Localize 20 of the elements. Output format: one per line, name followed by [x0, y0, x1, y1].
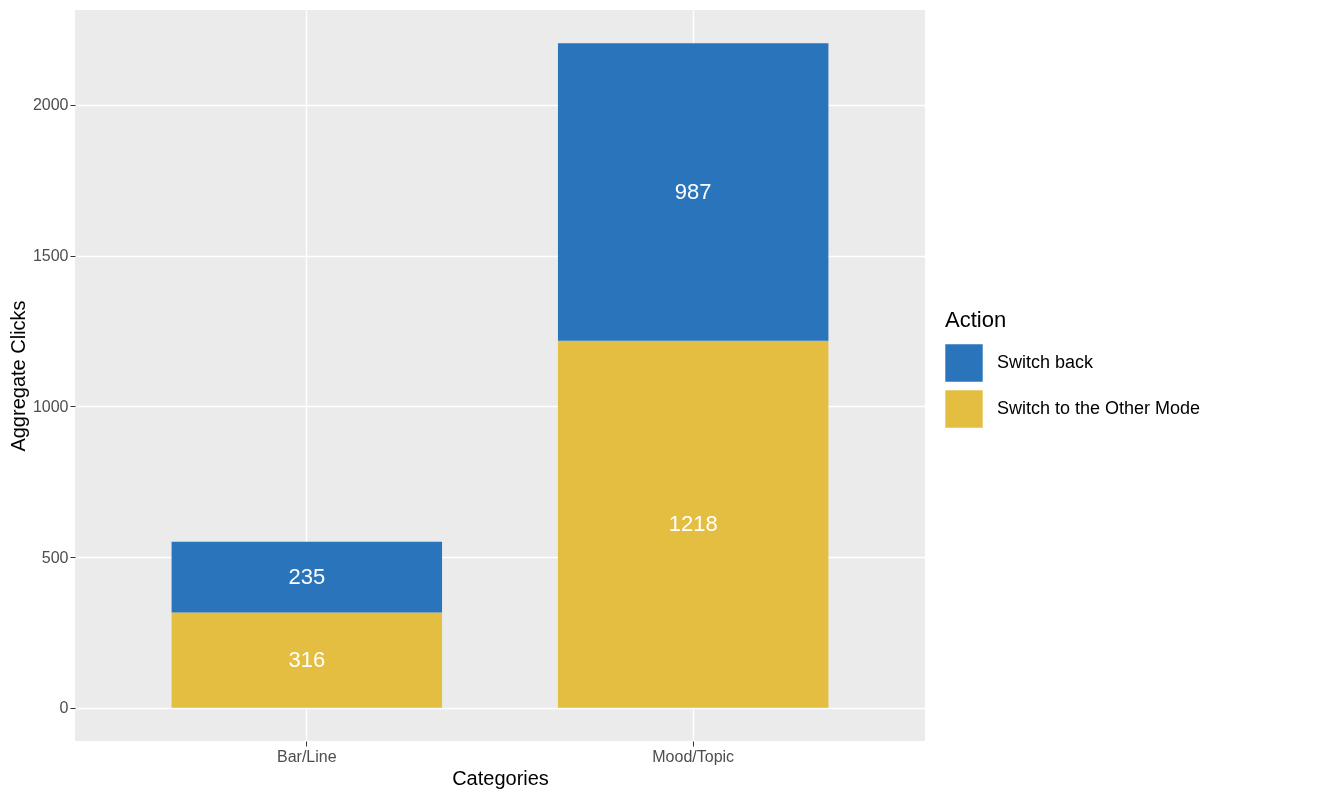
data-label: 235: [288, 564, 326, 590]
legend-label: Switch to the Other Mode: [997, 398, 1201, 418]
data-label: 1218: [668, 511, 718, 537]
bar: [171, 612, 443, 708]
data-label: 316: [288, 647, 326, 673]
legend-label: Switch back: [997, 352, 1095, 372]
x-tick-label: Mood/Topic: [652, 747, 735, 765]
legend-title: Action: [945, 307, 1007, 332]
x-tick-label: Bar/Line: [277, 747, 337, 765]
y-tick-label: 500: [41, 548, 69, 566]
data-label: 987: [674, 178, 712, 204]
bar: [171, 541, 443, 613]
bar: [557, 43, 829, 341]
y-tick-label: 2000: [32, 96, 69, 114]
x-axis-title: Categories: [452, 766, 549, 789]
y-tick-label: 0: [59, 699, 69, 717]
y-tick-label: 1000: [32, 397, 69, 415]
bar: [557, 340, 829, 708]
y-axis-title: Aggregate Clicks: [6, 300, 29, 452]
y-tick-label: 1500: [32, 247, 69, 265]
